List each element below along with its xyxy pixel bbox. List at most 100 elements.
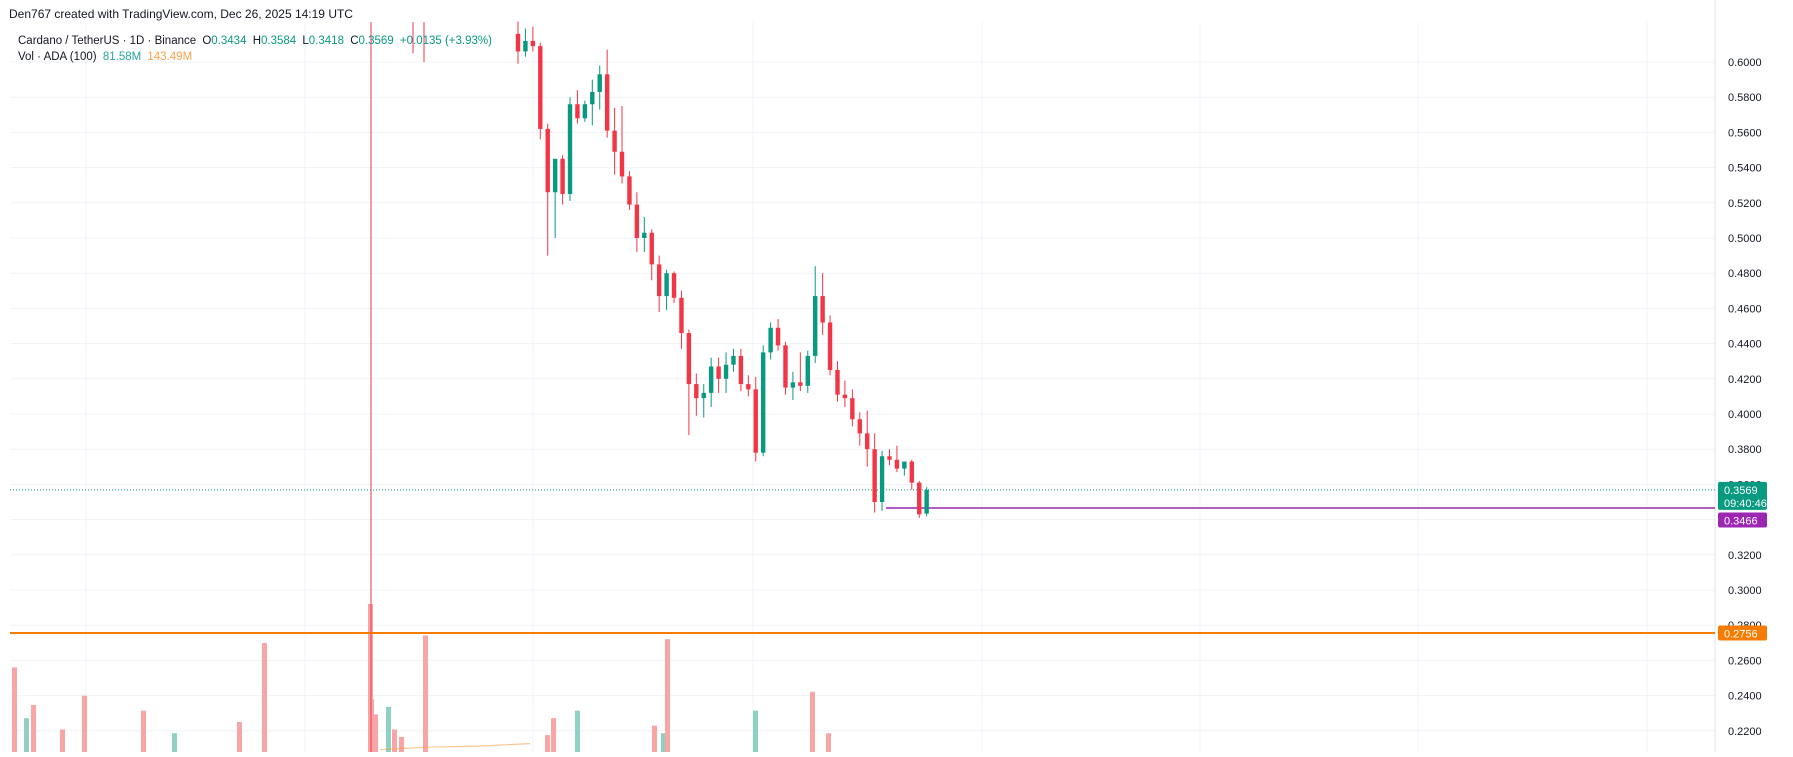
candle-body — [842, 394, 848, 399]
volume-bar — [753, 710, 758, 752]
candle-body — [694, 384, 699, 399]
candle-body — [686, 333, 692, 385]
candle-body — [567, 104, 573, 194]
support-price-tag: 0.3466 — [1718, 512, 1767, 528]
volume-bar — [551, 718, 556, 752]
open-value: 0.3434 — [211, 35, 247, 47]
y-tick-label: 0.2200 — [1728, 726, 1762, 738]
candle-body — [723, 364, 729, 379]
volume-bar — [12, 667, 17, 752]
y-tick-label: 0.5000 — [1728, 233, 1762, 245]
high-label: H — [252, 35, 261, 47]
candle-body — [894, 459, 900, 469]
open-label: O — [202, 35, 212, 47]
candle-body — [716, 366, 721, 379]
candle-body — [552, 158, 558, 193]
candle-body — [909, 461, 914, 483]
candle-body — [530, 40, 536, 47]
candle-body — [857, 419, 862, 434]
volume-bar — [172, 733, 177, 752]
y-tick-label: 0.4200 — [1728, 374, 1762, 386]
candle-body — [827, 322, 833, 370]
candle-body — [835, 370, 840, 395]
volume-bar — [665, 639, 670, 752]
candle-body — [879, 456, 885, 502]
y-tick-label: 0.4800 — [1728, 268, 1762, 280]
ohlc-legend: Cardano / TetherUS · 1D · Binance O0.343… — [18, 35, 495, 47]
close-label: C — [350, 35, 359, 47]
candle-body — [515, 33, 521, 52]
volume-bar — [141, 710, 146, 752]
low-value: 0.3418 — [308, 35, 344, 47]
volume-bar — [24, 718, 29, 752]
volume-label[interactable]: Vol · ADA (100) — [18, 51, 97, 63]
candle-body — [917, 482, 922, 515]
y-tick-label: 0.3800 — [1728, 444, 1762, 456]
candle-body — [523, 40, 528, 52]
close-value: 0.3569 — [358, 35, 394, 47]
y-tick-label: 0.4600 — [1728, 303, 1762, 315]
candle-body — [790, 382, 796, 388]
volume-legend: Vol · ADA (100) 81.58M 143.49M — [18, 51, 195, 63]
level-price-tag-text: 0.2756 — [1724, 628, 1758, 640]
y-tick-label: 0.5400 — [1728, 163, 1762, 175]
change-value: +0.0135 (+3.93%) — [399, 35, 492, 47]
candle-body — [619, 151, 625, 177]
volume-ma-line — [379, 743, 531, 751]
y-tick-label: 0.2400 — [1728, 691, 1762, 703]
candle-body — [538, 46, 543, 129]
candle-body — [872, 449, 877, 502]
grid — [10, 0, 1716, 752]
candle-body — [820, 296, 825, 323]
volume-bar — [652, 725, 657, 752]
volume-bar — [60, 729, 65, 752]
y-tick-label: 0.3000 — [1728, 585, 1762, 597]
volume-bar — [575, 710, 580, 752]
candle-body — [612, 130, 617, 152]
candle-body — [813, 296, 818, 356]
y-tick-label: 0.5600 — [1728, 127, 1762, 139]
volume-bar — [826, 733, 831, 752]
candle-body — [671, 273, 677, 298]
volume-bar — [386, 706, 391, 752]
y-tick-label: 0.5200 — [1728, 198, 1762, 210]
volume-bar — [262, 642, 267, 752]
symbol-label[interactable]: Cardano / TetherUS · 1D · Binance — [18, 35, 197, 47]
y-tick-label: 0.3200 — [1728, 550, 1762, 562]
candle-body — [679, 297, 684, 334]
current-price-tag-bg — [1718, 481, 1767, 510]
candle-body — [597, 74, 602, 92]
support-price-tag-bg — [1718, 512, 1767, 528]
candle-body — [656, 264, 662, 297]
candle-body — [604, 74, 610, 131]
level-price-tag-bg — [1718, 625, 1767, 641]
volume-bar — [545, 735, 550, 752]
level-lines — [10, 22, 1715, 752]
candle-body — [775, 327, 781, 346]
candle-body — [664, 273, 669, 297]
candle-body — [887, 456, 892, 460]
y-tick-label: 0.2600 — [1728, 655, 1762, 667]
candle-body — [783, 345, 788, 388]
volume-value: 81.58M — [102, 51, 142, 63]
candle-body — [746, 384, 751, 390]
support-price-tag-text: 0.3466 — [1724, 515, 1758, 527]
current-price-tag-text: 0.3569 — [1724, 485, 1758, 497]
credit-text: Den767 created with TradingView.com, Dec… — [9, 7, 353, 21]
candle-body — [582, 104, 588, 119]
volume-bar — [237, 721, 242, 752]
candle-body — [865, 433, 870, 450]
candle-body — [768, 327, 773, 353]
candle-body — [575, 104, 580, 119]
volume-bar — [399, 736, 404, 752]
candle-body — [560, 158, 565, 194]
volume-bar — [373, 714, 378, 752]
candle-body — [798, 382, 803, 386]
candle-body — [805, 355, 810, 386]
volume-bar — [423, 635, 428, 752]
candle-body — [701, 392, 706, 399]
